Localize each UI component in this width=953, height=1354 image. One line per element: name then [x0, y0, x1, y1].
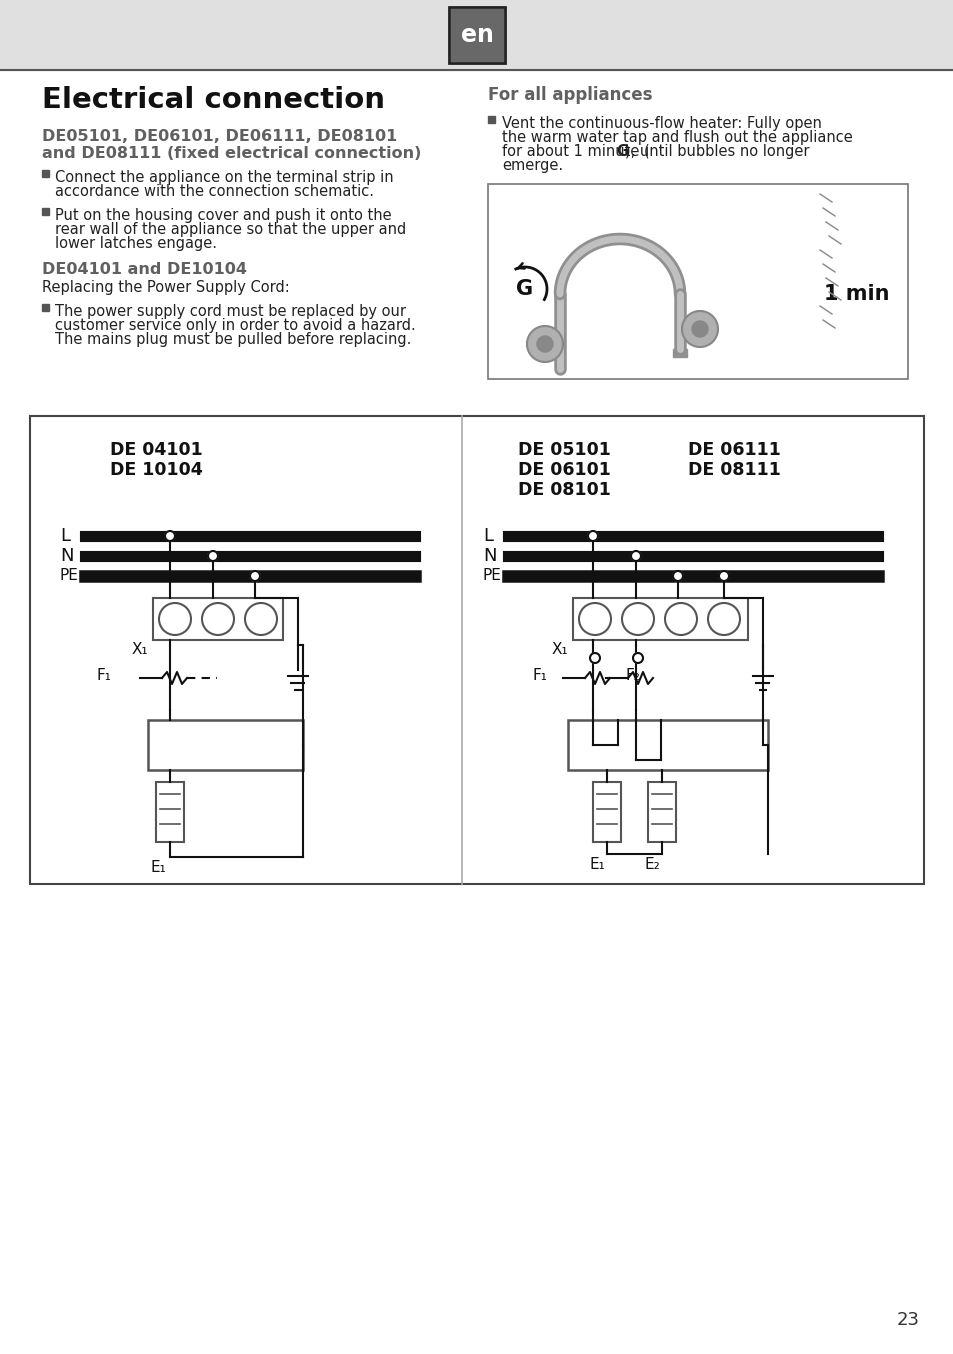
Text: Connect the appliance on the terminal strip in: Connect the appliance on the terminal st… [55, 171, 394, 185]
Circle shape [691, 321, 707, 337]
Bar [573, 598, 747, 640]
Text: PE: PE [60, 569, 79, 584]
Bar [30, 416, 923, 884]
Bar [449, 7, 504, 64]
Text: The mains plug must be pulled before replacing.: The mains plug must be pulled before rep… [55, 332, 411, 347]
Bar [451, 9, 502, 61]
Text: Vent the continuous-flow heater: Fully open: Vent the continuous-flow heater: Fully o… [501, 116, 821, 131]
Text: E₂: E₂ [644, 857, 660, 872]
Text: 23: 23 [896, 1311, 919, 1330]
Text: en: en [460, 23, 493, 47]
Bar [42, 305, 49, 311]
Text: Electrical connection: Electrical connection [42, 87, 385, 114]
Circle shape [672, 571, 682, 581]
Bar [156, 783, 184, 842]
Bar [567, 720, 767, 770]
Circle shape [719, 571, 728, 581]
Text: X₁: X₁ [132, 642, 148, 657]
Text: DE04101 and DE10104: DE04101 and DE10104 [42, 263, 247, 278]
Text: lower latches engage.: lower latches engage. [55, 236, 216, 250]
Circle shape [681, 311, 718, 347]
Text: DE 10104: DE 10104 [110, 460, 203, 479]
Bar [42, 171, 49, 177]
Bar [488, 184, 907, 379]
Text: DE05101, DE06101, DE06111, DE08101: DE05101, DE06101, DE06111, DE08101 [42, 129, 396, 144]
Text: 1 min: 1 min [823, 284, 889, 305]
Text: L: L [482, 527, 493, 546]
Text: F₁: F₁ [533, 668, 547, 682]
Text: DE 06101: DE 06101 [517, 460, 610, 479]
Text: rear wall of the appliance so that the upper and: rear wall of the appliance so that the u… [55, 222, 406, 237]
Text: N: N [60, 547, 73, 565]
Bar [152, 598, 283, 640]
Text: Put on the housing cover and push it onto the: Put on the housing cover and push it ont… [55, 209, 392, 223]
Bar [148, 720, 303, 770]
Bar [672, 349, 686, 357]
Bar [0, 0, 953, 70]
Text: For all appliances: For all appliances [488, 87, 652, 104]
Text: E₁: E₁ [151, 860, 167, 875]
Bar [488, 116, 495, 123]
Text: DE 05101: DE 05101 [517, 441, 610, 459]
Circle shape [250, 571, 260, 581]
Circle shape [208, 551, 218, 561]
Text: emerge.: emerge. [501, 158, 562, 173]
Circle shape [537, 336, 553, 352]
Text: F₁: F₁ [97, 668, 112, 682]
Circle shape [587, 531, 598, 542]
Text: F₂: F₂ [625, 668, 640, 682]
Text: E₁: E₁ [589, 857, 605, 872]
Text: DE 08111: DE 08111 [687, 460, 781, 479]
Text: DE 04101: DE 04101 [110, 441, 203, 459]
Bar [647, 783, 676, 842]
Text: X₁: X₁ [551, 642, 567, 657]
Circle shape [633, 653, 642, 663]
Text: customer service only in order to avoid a hazard.: customer service only in order to avoid … [55, 318, 416, 333]
Bar [42, 209, 49, 215]
Text: PE: PE [482, 569, 501, 584]
Text: Replacing the Power Supply Cord:: Replacing the Power Supply Cord: [42, 280, 290, 295]
Text: and DE08111 (fixed electrical connection): and DE08111 (fixed electrical connection… [42, 146, 421, 161]
Text: the warm water tap and flush out the appliance: the warm water tap and flush out the app… [501, 130, 852, 145]
Circle shape [589, 653, 599, 663]
Text: The power supply cord must be replaced by our: The power supply cord must be replaced b… [55, 305, 406, 320]
Text: ), until bubbles no longer: ), until bubbles no longer [624, 144, 809, 158]
Circle shape [630, 551, 640, 561]
Text: G: G [516, 279, 533, 299]
Circle shape [526, 326, 562, 362]
Text: G: G [616, 144, 627, 158]
Bar [593, 783, 620, 842]
Text: N: N [482, 547, 496, 565]
Text: for about 1 minute (: for about 1 minute ( [501, 144, 649, 158]
Text: DE 06111: DE 06111 [687, 441, 781, 459]
Circle shape [165, 531, 174, 542]
Text: accordance with the connection schematic.: accordance with the connection schematic… [55, 184, 374, 199]
Text: L: L [60, 527, 70, 546]
Text: DE 08101: DE 08101 [517, 481, 610, 500]
